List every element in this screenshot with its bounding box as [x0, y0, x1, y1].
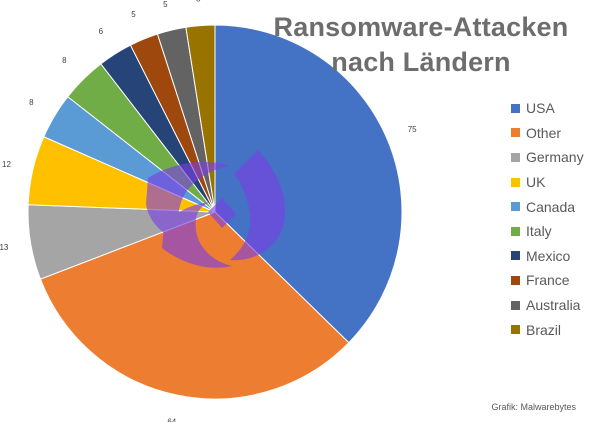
pie-slice-usa [214, 24, 403, 344]
data-label-brazil: 5 [196, 0, 201, 4]
legend-swatch [511, 128, 520, 138]
malwarebytes-logo-watermark [146, 150, 286, 268]
legend-label: Italy [526, 223, 552, 240]
legend-item-germany: Germany [511, 145, 584, 170]
chart-title-line-1: Ransomware-Attacken [273, 12, 569, 42]
data-label-germany: 13 [0, 243, 9, 252]
legend-swatch [511, 251, 520, 261]
data-label-other: 64 [167, 418, 176, 422]
legend-label: Germany [526, 149, 584, 166]
legend-item-brazil: Brazil [511, 317, 584, 342]
legend-label: Mexico [526, 247, 571, 264]
pie-data-labels: 75 64 13 12 8 8 6 5 5 5 [0, 0, 417, 422]
legend-swatch [511, 300, 520, 310]
legend-label: Other [526, 124, 562, 141]
legend-item-australia: Australia [511, 293, 584, 318]
legend-label: France [526, 272, 570, 289]
legend-swatch [511, 325, 520, 335]
legend-label: Canada [526, 198, 576, 215]
data-label-uk: 12 [2, 160, 11, 169]
legend-item-france: France [511, 268, 584, 293]
data-label-mexico: 6 [99, 27, 104, 36]
legend-label: UK [526, 174, 546, 191]
legend-item-canada: Canada [511, 194, 584, 219]
watermark-logo-icon [146, 162, 230, 242]
pie-slice-other [39, 211, 350, 400]
legend-item-uk: UK [511, 170, 584, 195]
legend-label: USA [526, 100, 555, 117]
chart-title: Ransomware-Attacken nach Ländern [256, 10, 586, 80]
watermark-logo-icon [162, 202, 232, 268]
legend-item-other: Other [511, 121, 584, 146]
legend-swatch [511, 152, 520, 162]
source-credit: Grafik: Malwarebytes [491, 402, 576, 412]
data-label-canada: 8 [29, 98, 34, 107]
legend-swatch [511, 103, 520, 113]
chart-legend: USA Other Germany UK Canada Italy Mexico France… [511, 96, 584, 342]
legend-swatch [511, 202, 520, 212]
legend-label: Australia [526, 297, 581, 314]
data-label-france: 5 [131, 10, 136, 19]
chart-title-line-2: nach Ländern [331, 47, 511, 77]
data-label-italy: 8 [62, 56, 67, 65]
legend-item-usa: USA [511, 96, 584, 121]
watermark-logo-icon [230, 150, 286, 261]
legend-swatch [511, 226, 520, 236]
legend-item-mexico: Mexico [511, 244, 584, 269]
legend-item-italy: Italy [511, 219, 584, 244]
data-label-australia: 5 [163, 0, 168, 9]
watermark-logo-icon [208, 198, 236, 228]
legend-swatch [511, 177, 520, 187]
legend-label: Brazil [526, 321, 562, 338]
legend-swatch [511, 275, 520, 285]
data-label-usa: 75 [408, 125, 417, 134]
